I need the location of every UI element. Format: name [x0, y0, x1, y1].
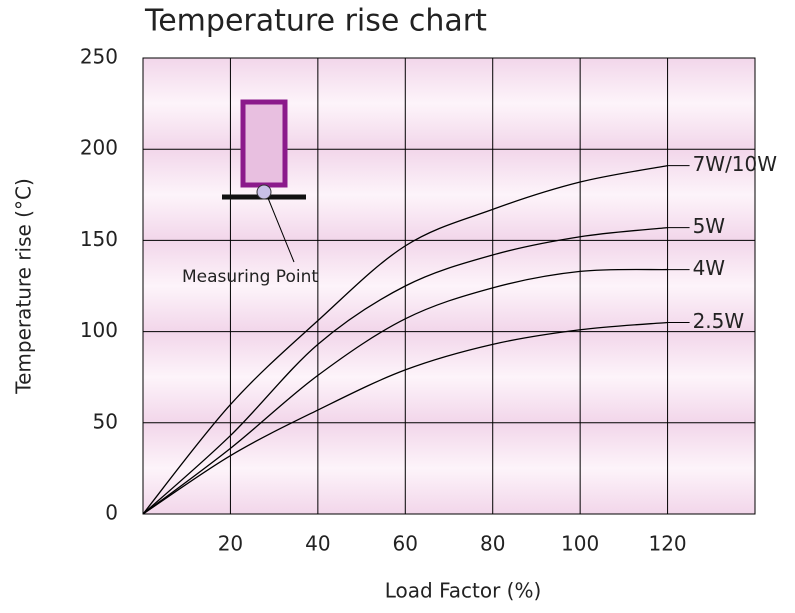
y-tick-label: 150 — [80, 227, 118, 251]
series-label: 5W — [693, 214, 726, 238]
x-axis-label: Load Factor (%) — [385, 579, 542, 603]
y-axis-label: Temperature rise (°C) — [12, 178, 36, 394]
x-tick-label: 60 — [393, 532, 418, 556]
chart-title: Temperature rise chart — [144, 4, 487, 39]
chart: Temperature rise chart Load Factor (%) T… — [0, 0, 795, 609]
series-label: 2.5W — [693, 309, 745, 333]
x-tick-label: 80 — [480, 532, 505, 556]
x-tick-label: 100 — [561, 532, 599, 556]
y-tick-label: 250 — [80, 45, 118, 69]
y-tick-label: 100 — [80, 318, 118, 342]
y-tick-label: 200 — [80, 136, 118, 160]
annotation: Measuring Point — [182, 267, 318, 287]
series-label: 4W — [693, 256, 726, 280]
y-tick-label: 0 — [105, 501, 118, 525]
series-label: 7W/10W — [693, 152, 778, 176]
x-tick-label: 120 — [648, 532, 686, 556]
x-tick-label: 20 — [218, 532, 243, 556]
x-tick-label: 40 — [305, 532, 330, 556]
y-tick-label: 50 — [93, 409, 118, 433]
